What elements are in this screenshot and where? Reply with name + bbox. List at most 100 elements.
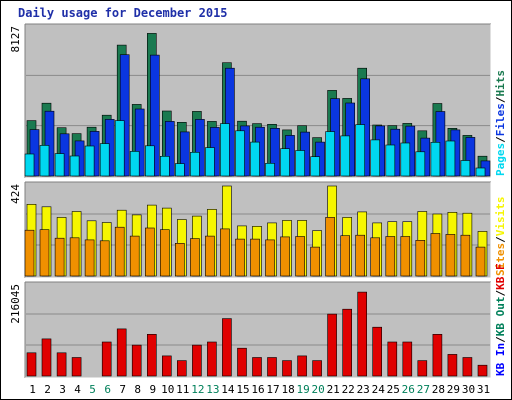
bar-kb-f-day-27 [417, 360, 428, 377]
legend-entry: Hits [494, 70, 507, 97]
bar-sites-day-24 [370, 237, 381, 277]
bar-sites-day-10 [160, 229, 170, 277]
bar-sites-day-16 [250, 238, 260, 277]
bar-sites-day-30 [460, 234, 471, 277]
bar-pages-day-24 [370, 139, 381, 177]
bar-kb-f-day-12 [192, 344, 202, 377]
x-tick-label-day-2: 2 [44, 383, 51, 396]
bar-sites-day-27 [415, 240, 426, 277]
bar-sites-day-31 [475, 246, 486, 277]
bar-kb-f-day-20 [312, 360, 322, 377]
bar-pages-day-14 [220, 123, 230, 177]
x-tick-label-day-11: 11 [176, 383, 189, 396]
bar-kb-f-day-6 [101, 341, 112, 377]
x-tick-label-day-1: 1 [29, 383, 36, 396]
bar-sites-day-17 [265, 239, 275, 277]
bar-sites-day-21 [325, 217, 335, 277]
bar-pages-day-25 [385, 144, 396, 177]
bar-kb-f-day-28 [432, 333, 443, 377]
legend-entry: Pages [494, 143, 507, 176]
legend-entry: / [494, 290, 507, 297]
x-tick-label-day-3: 3 [59, 383, 66, 396]
bar-pages-day-10 [160, 156, 170, 177]
x-tick-label-day-15: 15 [236, 383, 249, 396]
legend-entry: Sites [494, 243, 507, 276]
x-tick-label-day-13: 13 [206, 383, 219, 396]
x-tick-label-day-22: 22 [342, 383, 355, 396]
bar-pages-day-12 [190, 152, 200, 177]
legend-middle: Sites/Visits [494, 197, 507, 277]
x-tick-label-day-21: 21 [327, 383, 340, 396]
bar-files-day-8 [134, 108, 145, 177]
bar-sites-day-4 [69, 237, 80, 277]
x-tick-label-day-7: 7 [119, 383, 126, 396]
bar-kb-f-day-7 [116, 328, 127, 377]
bar-kb-f-day-3 [56, 352, 67, 377]
bar-kb-f-day-4 [71, 357, 82, 377]
bar-pages-day-31 [475, 167, 486, 177]
bar-sites-day-25 [385, 236, 396, 277]
bar-kb-f-day-9 [147, 333, 157, 377]
bar-kb-f-day-26 [402, 341, 413, 377]
bar-files-day-17 [270, 128, 280, 177]
bar-sites-day-28 [430, 233, 441, 277]
bar-sites-day-12 [190, 238, 200, 277]
bar-kb-f-day-2 [41, 338, 52, 377]
bar-kb-f-day-29 [447, 354, 458, 377]
x-tick-label-day-16: 16 [251, 383, 264, 396]
panel-middle: 424 Sites/Visits [9, 181, 507, 279]
bar-sites-day-20 [310, 246, 320, 277]
bar-kb-f-day-8 [131, 344, 142, 377]
bar-pages-day-30 [460, 160, 471, 177]
bar-sites-day-29 [445, 234, 456, 277]
x-tick-label-day-29: 29 [447, 383, 460, 396]
bar-pages-day-9 [145, 145, 155, 177]
bar-kb-f-day-21 [327, 313, 337, 377]
bar-sites-day-6 [99, 240, 110, 277]
bar-sites-day-26 [400, 236, 411, 277]
bar-kb-f-day-11 [177, 360, 187, 377]
bar-files-day-7 [119, 54, 130, 177]
x-tick-label-day-23: 23 [357, 383, 370, 396]
bar-files-day-30 [465, 137, 476, 177]
x-tick-label-day-12: 12 [191, 383, 204, 396]
legend-entry: KB In [494, 343, 507, 376]
bar-sites-day-13 [205, 235, 215, 277]
bar-kb-f-day-1 [26, 352, 37, 377]
bar-kb-f-day-13 [207, 341, 217, 377]
x-tick-label-day-24: 24 [372, 383, 386, 396]
bar-sites-day-3 [54, 237, 65, 277]
bar-files-day-10 [165, 121, 175, 177]
x-tick-label-day-14: 14 [221, 383, 235, 396]
bar-kb-f-day-25 [387, 341, 398, 377]
bar-kb-f-day-19 [297, 355, 307, 377]
axis-max-label: 424 [9, 184, 22, 204]
bar-sites-day-23 [355, 234, 366, 277]
bar-sites-day-22 [340, 235, 351, 277]
bar-sites-day-8 [129, 235, 140, 277]
x-tick-label-day-8: 8 [134, 383, 141, 396]
x-tick-label-day-4: 4 [74, 383, 81, 396]
bar-kb-f-day-24 [372, 326, 383, 377]
legend-bottom: KB In/KB Out/KB F [494, 263, 507, 376]
bar-files-day-11 [180, 131, 190, 177]
bar-pages-day-28 [430, 142, 441, 177]
bar-pages-day-21 [325, 131, 335, 177]
legend-entry: Visits [494, 197, 507, 237]
bar-files-day-12 [195, 119, 205, 177]
bar-sites-day-19 [295, 236, 305, 277]
legend-entry: / [494, 136, 507, 143]
axis-max-label: 8127 [9, 26, 22, 53]
bar-kb-f-day-15 [237, 347, 247, 377]
bar-pages-day-1 [24, 153, 35, 177]
x-tick-label-day-5: 5 [89, 383, 96, 396]
bar-pages-day-8 [129, 151, 140, 177]
bar-pages-day-17 [265, 163, 275, 177]
bar-kb-f-day-31 [477, 364, 488, 377]
chart-title: Daily usage for December 2015 [18, 6, 228, 20]
bar-pages-day-19 [295, 150, 305, 177]
